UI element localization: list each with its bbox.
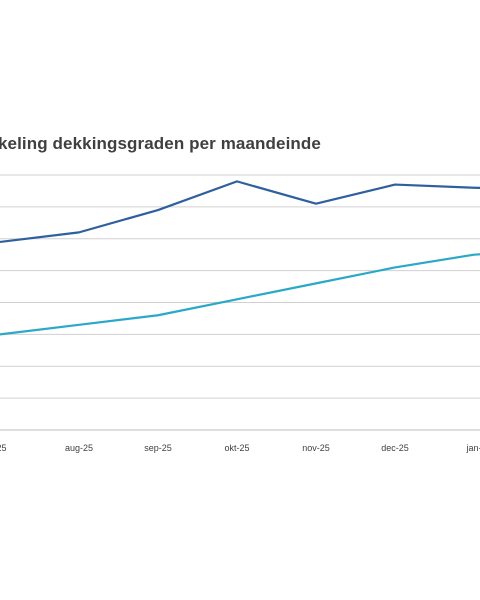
x-tick-labels: -25 aug-25 sep-25 okt-25 nov-25 dec-25 jan- [0,443,480,453]
series-lines [0,180,480,336]
series-line-1 [0,180,480,244]
series-line-2 [0,253,480,336]
x-tick-label: dec-25 [381,443,409,453]
x-tick-label: sep-25 [144,443,172,453]
x-tick-label: okt-25 [224,443,249,453]
x-tick-label: aug-25 [65,443,93,453]
x-tick-label: jan- [465,443,480,453]
x-tick-label: nov-25 [302,443,330,453]
gridlines [0,174,480,431]
x-tick-label: -25 [0,443,7,453]
chart-title: keling dekkingsgraden per maandeinde [0,134,321,153]
